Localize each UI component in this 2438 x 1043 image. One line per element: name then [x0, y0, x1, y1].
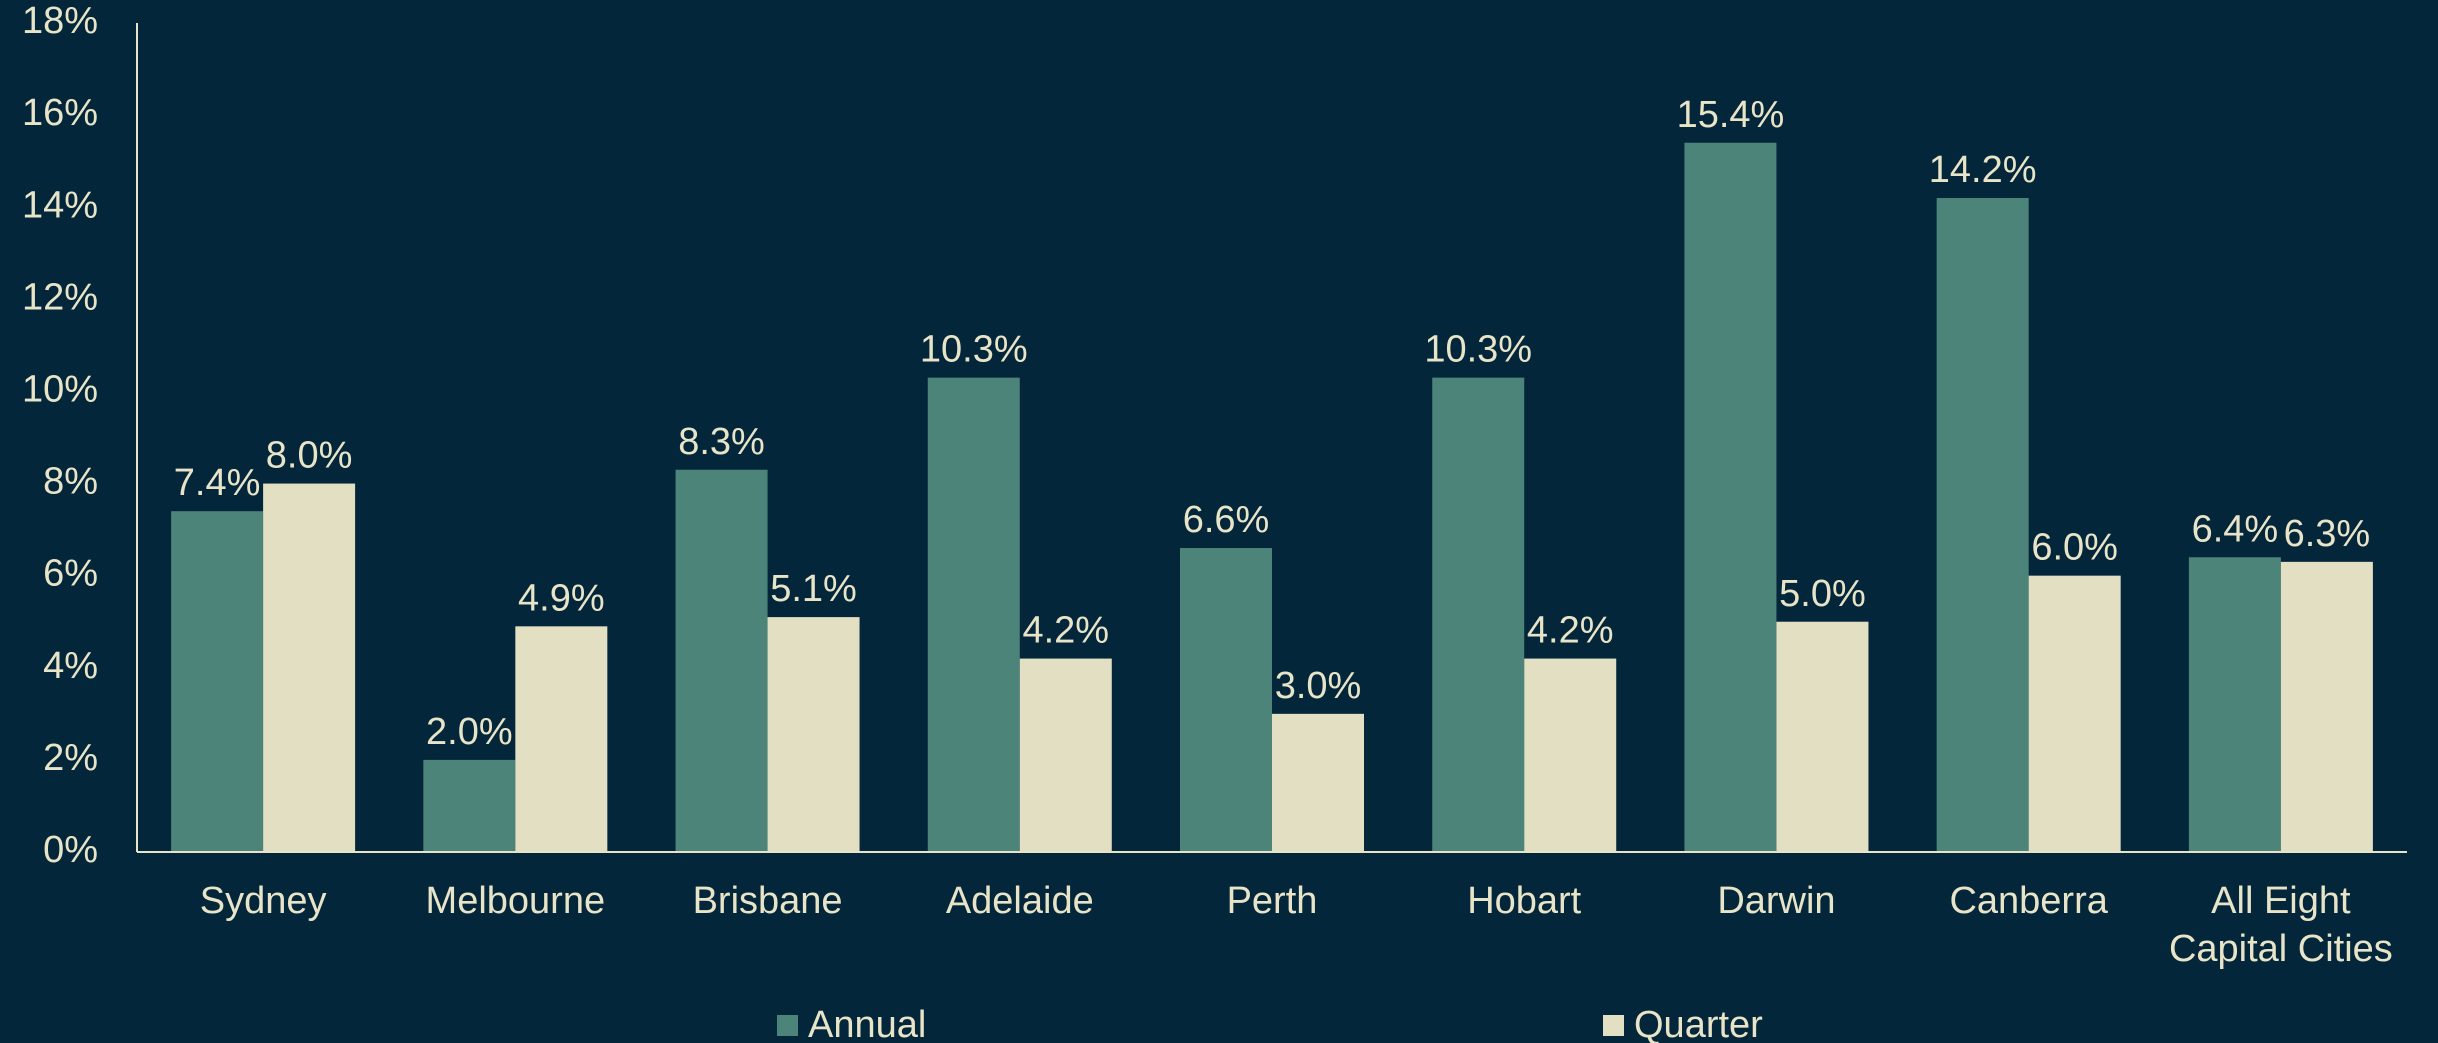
legend-label: Quarter: [1634, 1004, 1763, 1043]
bar: [2188, 557, 2281, 852]
value-label: 6.0%: [2031, 527, 2118, 569]
y-tick-label: 2%: [43, 737, 98, 779]
x-tick-label: Sydney: [200, 880, 327, 922]
y-tick-label: 0%: [43, 829, 98, 871]
bar: [767, 617, 860, 852]
bar: [1432, 377, 1525, 852]
bar: [423, 759, 516, 852]
value-label: 6.6%: [1183, 499, 1270, 541]
y-tick-label: 6%: [43, 553, 98, 595]
legend-swatch: [1603, 1015, 1624, 1036]
x-tick-label: Canberra: [1949, 880, 2108, 922]
x-tick-label: Adelaide: [946, 880, 1094, 922]
bar: [1524, 658, 1617, 852]
bar: [171, 511, 264, 852]
value-label: 5.0%: [1779, 573, 1866, 615]
y-tick-label: 8%: [43, 461, 98, 503]
value-label: 6.3%: [2284, 513, 2371, 555]
x-tick-label: Darwin: [1717, 880, 1835, 922]
x-tick-label: Perth: [1227, 880, 1318, 922]
x-tick-label: Melbourne: [426, 880, 606, 922]
x-tick-label: All Eight Capital Cities: [2169, 880, 2393, 970]
value-label: 2.0%: [426, 711, 513, 753]
value-label: 4.9%: [518, 577, 605, 619]
bar: [675, 469, 768, 852]
bar: [2028, 575, 2121, 852]
value-label: 5.1%: [770, 568, 857, 610]
x-tick-label: Brisbane: [693, 880, 843, 922]
bar: [1936, 198, 2029, 852]
bar: [515, 626, 608, 852]
bar: [1272, 713, 1364, 852]
y-tick-label: 12%: [22, 276, 98, 318]
value-label: 4.2%: [1527, 610, 1614, 652]
bar: [1180, 548, 1272, 852]
bar: [2280, 561, 2373, 852]
value-label: 7.4%: [174, 462, 261, 504]
value-label: 15.4%: [1677, 94, 1785, 136]
legend-swatch: [777, 1015, 798, 1036]
bar: [1019, 658, 1112, 852]
y-tick-label: 14%: [22, 184, 98, 226]
x-tick-label: Hobart: [1467, 880, 1581, 922]
legend-label: Annual: [808, 1004, 926, 1043]
value-label: 3.0%: [1275, 665, 1362, 707]
bar: [1776, 621, 1869, 852]
bar: [1684, 142, 1777, 852]
value-label: 4.2%: [1022, 610, 1109, 652]
value-label: 14.2%: [1929, 149, 2037, 191]
y-tick-label: 18%: [22, 0, 98, 42]
value-label: 6.4%: [2192, 508, 2279, 550]
value-label: 10.3%: [1424, 329, 1532, 371]
y-tick-label: 16%: [22, 92, 98, 134]
bar: [263, 483, 356, 852]
value-label: 8.3%: [678, 421, 765, 463]
y-tick-label: 10%: [22, 368, 98, 410]
value-label: 8.0%: [266, 435, 353, 477]
y-tick-label: 4%: [43, 645, 98, 687]
value-label: 10.3%: [920, 329, 1028, 371]
bar: [927, 377, 1020, 852]
